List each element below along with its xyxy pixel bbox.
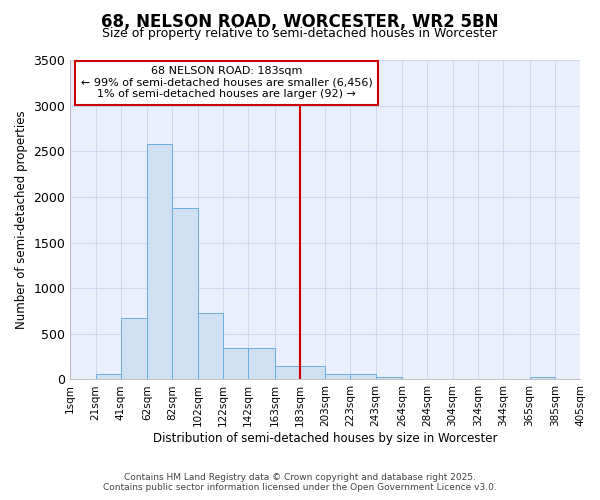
Text: 68, NELSON ROAD, WORCESTER, WR2 5BN: 68, NELSON ROAD, WORCESTER, WR2 5BN bbox=[101, 12, 499, 30]
Bar bbox=[248, 348, 275, 380]
Text: Size of property relative to semi-detached houses in Worcester: Size of property relative to semi-detach… bbox=[103, 28, 497, 40]
Bar bbox=[376, 376, 402, 380]
Bar bbox=[325, 374, 350, 380]
Bar bbox=[95, 374, 121, 380]
Bar bbox=[350, 374, 376, 380]
Bar bbox=[275, 366, 300, 380]
Y-axis label: Number of semi-detached properties: Number of semi-detached properties bbox=[15, 110, 28, 329]
Text: 68 NELSON ROAD: 183sqm
← 99% of semi-detached houses are smaller (6,456)
1% of s: 68 NELSON ROAD: 183sqm ← 99% of semi-det… bbox=[81, 66, 373, 100]
Text: Contains HM Land Registry data © Crown copyright and database right 2025.
Contai: Contains HM Land Registry data © Crown c… bbox=[103, 473, 497, 492]
Bar bbox=[198, 313, 223, 380]
X-axis label: Distribution of semi-detached houses by size in Worcester: Distribution of semi-detached houses by … bbox=[153, 432, 497, 445]
Bar bbox=[147, 144, 172, 380]
Bar bbox=[172, 208, 198, 380]
Bar bbox=[223, 348, 248, 380]
Bar bbox=[530, 377, 555, 380]
Bar bbox=[121, 318, 147, 380]
Bar bbox=[300, 366, 325, 380]
